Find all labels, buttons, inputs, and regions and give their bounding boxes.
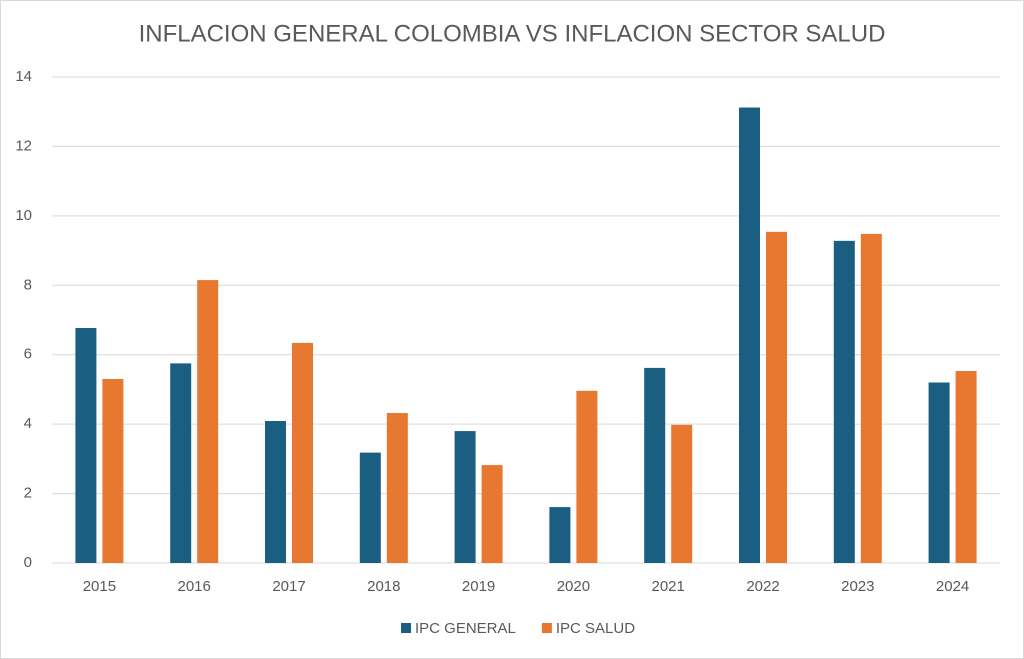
y-tick-label: 12 — [15, 137, 32, 154]
y-tick-label: 4 — [24, 415, 32, 432]
bar — [386, 413, 408, 563]
chart-title: INFLACION GENERAL COLOMBIA VS INFLACION … — [139, 20, 886, 47]
y-tick-label: 2 — [24, 485, 32, 502]
bar — [766, 231, 787, 563]
legend-label: IPC SALUD — [556, 620, 635, 637]
bar — [833, 240, 855, 563]
x-tick-label: 2023 — [841, 578, 874, 595]
y-tick-label: 6 — [24, 346, 32, 363]
legend-label: IPC GENERAL — [415, 620, 516, 637]
bar — [75, 327, 97, 563]
bar — [549, 507, 571, 563]
bar — [928, 382, 950, 563]
x-tick-label: 2020 — [557, 578, 590, 595]
bar — [102, 379, 124, 563]
bar — [739, 107, 760, 563]
legend-swatch — [401, 623, 411, 633]
x-tick-label: 2015 — [83, 578, 116, 595]
bar — [359, 452, 381, 563]
bar — [197, 280, 219, 563]
bar — [481, 465, 503, 563]
bar — [860, 233, 882, 563]
bar — [644, 367, 666, 563]
y-tick-label: 0 — [24, 554, 32, 571]
y-tick-label: 10 — [15, 207, 32, 224]
bar — [671, 424, 693, 563]
x-tick-label: 2016 — [178, 578, 211, 595]
x-tick-label: 2024 — [936, 578, 969, 595]
y-tick-label: 14 — [15, 68, 32, 85]
x-tick-label: 2018 — [367, 578, 400, 595]
x-tick-label: 2017 — [272, 578, 305, 595]
x-tick-label: 2021 — [652, 578, 685, 595]
y-tick-label: 8 — [24, 276, 32, 293]
x-tick-label: 2019 — [462, 578, 495, 595]
bar — [955, 371, 977, 563]
bar — [170, 363, 192, 563]
bar — [265, 421, 286, 563]
bar — [292, 342, 313, 563]
legend-swatch — [541, 623, 552, 633]
bar — [576, 390, 598, 563]
x-tick-label: 2022 — [746, 578, 779, 595]
bar — [454, 431, 476, 563]
